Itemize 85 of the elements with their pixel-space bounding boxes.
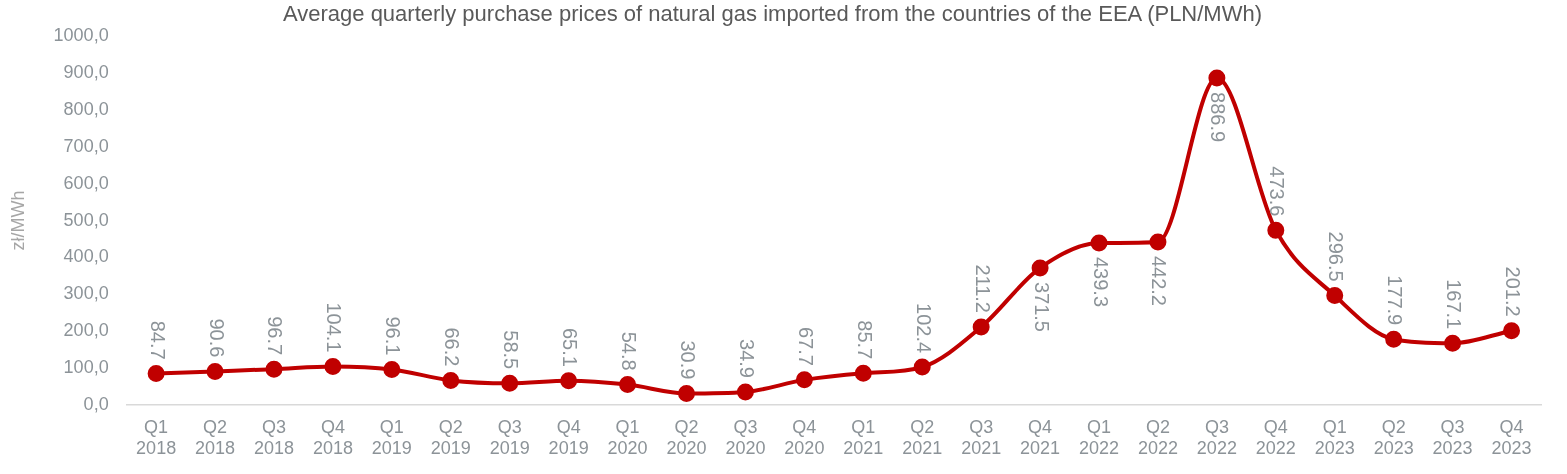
x-tick-label: Q3 2021 <box>961 416 1002 459</box>
data-label: 85.7 <box>853 320 876 360</box>
point <box>383 360 401 378</box>
point <box>442 371 460 389</box>
y-tick-label: 0,0 <box>83 393 109 414</box>
point <box>1208 69 1226 87</box>
point <box>1149 233 1167 251</box>
point <box>619 376 637 394</box>
data-label: 473.6 <box>1266 166 1289 217</box>
point <box>324 357 342 375</box>
x-tick-label: Q1 2018 <box>136 416 177 459</box>
y-tick-label: 700,0 <box>63 135 109 156</box>
data-label: 96.1 <box>382 316 405 356</box>
point <box>1267 221 1285 239</box>
chart-title: Average quarterly purchase prices of natural gas imported from the countries of the EEA (PLN/MWh) <box>282 1 1263 27</box>
data-label: 65.1 <box>559 327 582 367</box>
y-tick-label: 400,0 <box>63 246 109 267</box>
data-label: 96.7 <box>264 316 287 356</box>
y-tick-label: 500,0 <box>63 209 109 230</box>
x-tick-label: Q3 2018 <box>253 416 295 459</box>
y-axis-title: zł/MWh <box>7 190 28 251</box>
y-tick-label: 200,0 <box>63 320 109 341</box>
point <box>678 384 695 402</box>
x-tick-label: Q1 2021 <box>843 416 884 459</box>
data-label: 201.2 <box>1502 266 1525 317</box>
data-label: 296.5 <box>1325 231 1348 282</box>
x-tick-label: Q1 2022 <box>1078 416 1120 459</box>
data-label: 371.5 <box>1030 281 1053 332</box>
x-tick-label: Q3 2019 <box>489 416 530 459</box>
x-tick-label: Q4 2023 <box>1491 416 1532 459</box>
point <box>147 365 165 383</box>
x-tick-label: Q1 2020 <box>607 416 648 459</box>
y-tick-label: 600,0 <box>63 172 109 193</box>
x-tick-label: Q3 2023 <box>1432 416 1473 459</box>
x-tick-label: Q3 2022 <box>1196 416 1237 459</box>
y-tick-label: 800,0 <box>63 99 109 120</box>
data-label: 167.1 <box>1443 279 1466 330</box>
data-label: 58.5 <box>500 330 523 370</box>
point <box>560 372 578 390</box>
point <box>501 374 519 392</box>
x-tick-label: Q4 2019 <box>548 416 589 459</box>
x-tick-label: Q4 2020 <box>784 416 825 459</box>
y-tick-label: 100,0 <box>63 356 109 377</box>
x-tick-label: Q2 2021 <box>902 416 943 459</box>
x-tick-label: Q4 2022 <box>1255 416 1296 459</box>
point <box>913 358 931 376</box>
data-label: 54.8 <box>618 331 641 371</box>
point <box>854 364 872 382</box>
point <box>1444 334 1462 352</box>
x-tick-label: Q1 2019 <box>371 416 412 459</box>
data-label: 34.9 <box>735 339 758 378</box>
data-label: 104.1 <box>323 302 346 353</box>
data-label: 67.7 <box>794 326 817 366</box>
x-tick-label: Q2 2023 <box>1373 416 1414 459</box>
x-tick-label: Q4 2021 <box>1020 416 1061 459</box>
point <box>1385 330 1403 348</box>
data-label: 84.7 <box>146 320 169 360</box>
point <box>1503 322 1521 340</box>
x-tick-label: Q4 2018 <box>312 416 353 459</box>
point <box>265 360 283 378</box>
y-tick-label: 900,0 <box>63 62 109 83</box>
point <box>206 362 224 380</box>
data-label: 439.3 <box>1089 256 1112 308</box>
x-tick-label: Q2 2019 <box>430 416 471 459</box>
point <box>1031 259 1049 277</box>
point <box>972 318 990 336</box>
x-tick-label: Q2 2018 <box>195 416 236 459</box>
data-label: 30.9 <box>676 340 699 380</box>
data-label: 211.2 <box>971 264 994 313</box>
point <box>795 371 813 389</box>
data-label: 90.6 <box>205 318 228 358</box>
y-tick-label: 1000,0 <box>53 25 109 46</box>
data-label: 102.4 <box>912 303 935 354</box>
point <box>1326 287 1344 305</box>
point <box>736 383 754 401</box>
x-tick-label: Q1 2023 <box>1314 416 1355 459</box>
data-label: 886.9 <box>1207 92 1230 143</box>
data-label: 177.9 <box>1384 275 1407 326</box>
x-tick-label: Q3 2020 <box>725 416 766 459</box>
x-tick-label: Q2 2022 <box>1137 416 1178 459</box>
data-label: 66.2 <box>441 327 464 367</box>
y-tick-label: 300,0 <box>63 283 109 304</box>
data-label: 442.2 <box>1148 255 1171 306</box>
point <box>1090 234 1108 252</box>
x-tick-label: Q2 2020 <box>666 416 707 459</box>
